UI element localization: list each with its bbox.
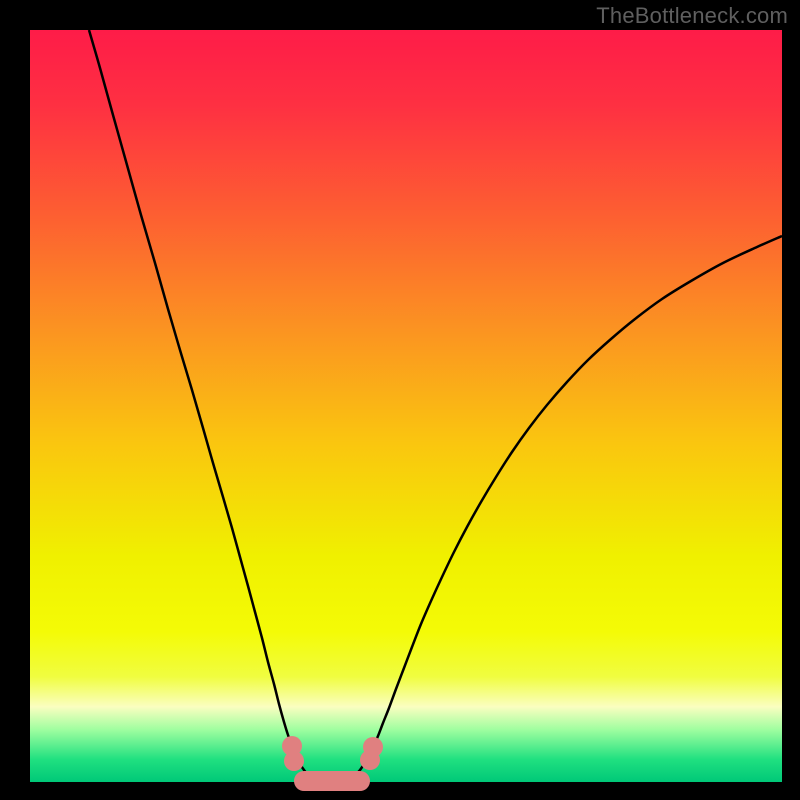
curve-marker: [363, 737, 383, 757]
chart-plot-area: [30, 30, 782, 782]
valley-highlight: [294, 771, 370, 791]
watermark-text: TheBottleneck.com: [596, 3, 788, 29]
bottleneck-curve: [89, 30, 782, 782]
curve-marker: [284, 751, 304, 771]
chart-svg: [30, 30, 782, 782]
gradient-background: [30, 30, 782, 782]
